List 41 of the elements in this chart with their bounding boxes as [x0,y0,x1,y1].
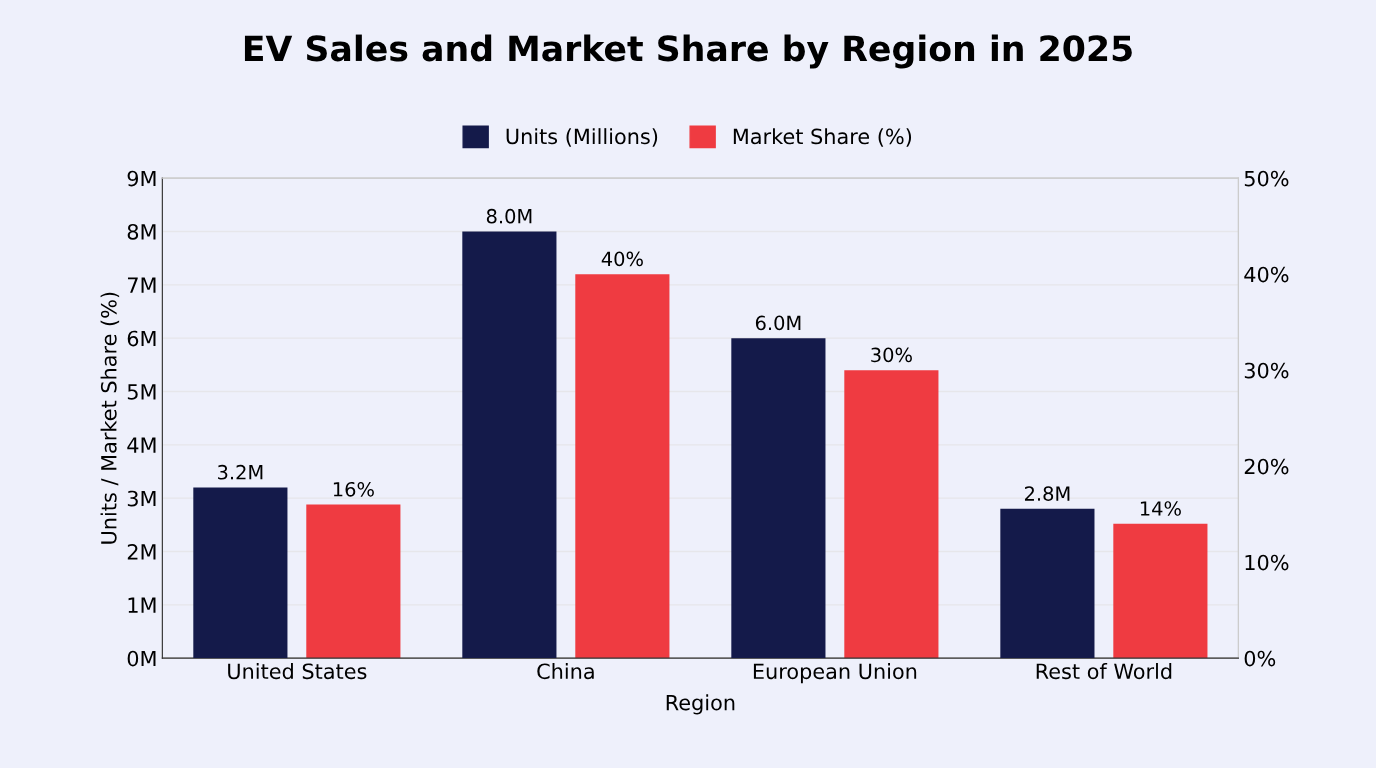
y2-tick-label: 20% [1244,458,1289,475]
bar [1113,523,1208,659]
bar [1000,508,1095,659]
data-label: 6.0M [755,315,801,331]
y2-tick-label: 0% [1244,650,1276,667]
y-tick-label: 6M [127,330,156,347]
data-label: 2.8M [1024,486,1070,501]
data-label: 8.0M [486,208,532,224]
y-tick-label: 4M [127,437,156,453]
y-tick-label: 8M [127,223,156,240]
x-tick-label: Rest of World [1036,663,1172,680]
data-label: 3.2M [218,464,263,480]
y-tick-label: 2M [127,543,156,560]
bar [193,487,288,659]
y2-tick-label: 10% [1245,554,1289,571]
data-label: 16% [333,481,374,497]
y2-tick-label: 40% [1244,266,1289,283]
bar [731,338,826,659]
x-tick-label: China [537,663,594,680]
data-label: 14% [1140,501,1181,516]
bar [306,504,401,659]
data-label: 30% [871,347,912,363]
y-tick-label: 0M [127,650,156,667]
y-tick-label: 3M [127,490,156,507]
bar [575,274,670,659]
data-label: 40% [601,251,643,267]
y-tick-label: 9M [127,170,156,187]
legend-label: Market Share (%) [733,128,912,147]
x-axis-title: Region [666,694,735,715]
y-axis-title: Units / Market Share (%) [100,292,120,544]
x-tick-label: European Union [753,663,917,684]
bar [462,231,557,659]
y2-tick-label: 30% [1244,362,1289,379]
y-tick-label: 5M [127,384,156,400]
y2-tick-label: 50% [1244,170,1289,187]
y-tick-label: 7M [127,277,156,293]
legend-label: Units (Millions) [506,128,658,147]
y-tick-label: 1M [128,597,156,613]
x-tick-label: United States [228,663,367,680]
chart-title: EV Sales and Market Share by Region in 2025 [244,34,1132,69]
bar [844,370,939,659]
